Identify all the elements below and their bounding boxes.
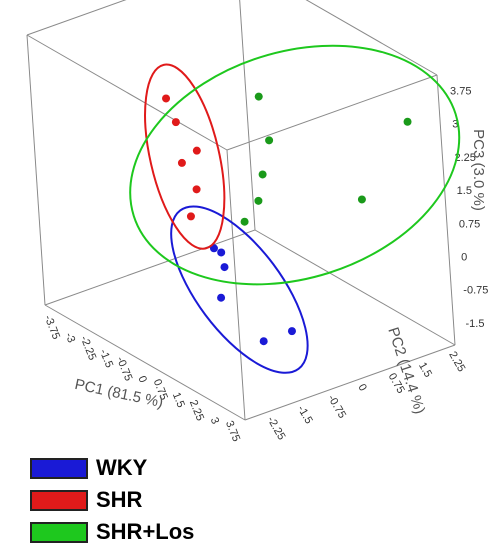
y-tick-label: -2.25 (265, 414, 288, 442)
z-tick-label: -0.75 (463, 285, 488, 297)
y-tick-label: -1.5 (295, 404, 315, 426)
z-tick-label: 0.75 (459, 218, 480, 230)
plot-box-edge (254, 229, 456, 346)
data-point-shr-los (254, 92, 263, 101)
plot-box-edge (26, 34, 228, 151)
x-tick-label: -2.25 (78, 334, 99, 362)
x-tick-label: 3 (208, 416, 221, 426)
legend-swatch-shr (30, 489, 88, 511)
data-point-shr-los (403, 117, 412, 126)
data-point-shr (171, 118, 180, 127)
data-point-shr (177, 158, 186, 167)
data-point-shr-los (254, 196, 263, 205)
data-point-shr-los (240, 217, 249, 226)
z-axis-title: PC3 (3.0 %) (470, 129, 487, 211)
x-tick-label: -3.75 (42, 313, 63, 341)
legend-label-shr-los: SHR+Los (96, 519, 195, 544)
data-point-shr (186, 212, 195, 221)
z-tick-label: 1.5 (457, 185, 472, 197)
plot-box-edge (226, 149, 246, 421)
plot-box-edge (44, 304, 246, 421)
plot-box-edge (244, 344, 456, 421)
data-point-shr (192, 185, 201, 194)
x-tick-label: 3.75 (223, 419, 242, 443)
ellipse-shr (144, 63, 226, 250)
y-tick-label: -0.75 (325, 393, 348, 421)
data-points (162, 92, 412, 346)
legend-item-shr-los: SHR+Los (30, 516, 194, 548)
ellipse-wky (170, 205, 309, 374)
data-point-shr-los (258, 170, 267, 179)
z-tick-label: 0 (461, 251, 467, 263)
legend-item-shr: SHR (30, 484, 194, 516)
plot-box-edge (226, 74, 438, 151)
data-point-wky (217, 293, 226, 302)
z-tick-label: 2.25 (454, 152, 475, 164)
legend-swatch-shr-los (30, 521, 88, 543)
legend-label-shr: SHR (96, 487, 143, 512)
plot-box-edge (26, 34, 46, 306)
data-point-wky (259, 337, 268, 346)
data-point-wky (287, 327, 296, 336)
z-tick-label: 3 (452, 119, 458, 131)
x-tick-label: -0.75 (114, 355, 135, 383)
legend-label-wky: WKY (96, 455, 148, 480)
y-tick-label: 0 (355, 382, 368, 393)
plot-box-edge (26, 0, 127, 36)
x-tick-label: 1.5 (170, 391, 187, 410)
legend-swatch-wky (30, 457, 88, 479)
plot-box-edge (44, 229, 256, 306)
plot-box-edge (239, 0, 256, 231)
z-tick-label: -1.5 (466, 318, 485, 330)
ellipse-shr-los (129, 44, 461, 286)
legend-item-wky: WKY (30, 452, 194, 484)
plot-box-edge (305, 0, 438, 76)
group-ellipses (129, 44, 461, 374)
plot-box-edge (436, 74, 456, 346)
z-tick-label: 3.75 (450, 85, 471, 97)
plot-box (26, 0, 456, 421)
x-tick-label: 0 (135, 374, 148, 384)
data-point-shr-los (357, 195, 366, 204)
data-point-wky (217, 248, 226, 257)
x-tick-label: -1.5 (97, 347, 115, 369)
x-tick-label: -3 (62, 331, 77, 345)
tick-labels: -3.75 -3 -2.25-1.5-0.75 0 0.75 1.5 2.25 3 3.75 -2… (42, 85, 489, 443)
data-point-shr (162, 94, 171, 103)
y-tick-label: 1.5 (416, 360, 434, 379)
pca-3d-plot: -3.75 -3 -2.25-1.5-0.75 0 0.75 1.5 2.25 3 3.75 -2… (26, 0, 489, 443)
legend: WKY SHR SHR+Los (30, 452, 194, 548)
data-point-wky (220, 263, 229, 272)
y-tick-label: 2.25 (446, 350, 467, 375)
data-point-shr-los (265, 136, 274, 145)
data-point-shr (192, 146, 201, 155)
x-tick-label: 2.25 (187, 398, 206, 422)
